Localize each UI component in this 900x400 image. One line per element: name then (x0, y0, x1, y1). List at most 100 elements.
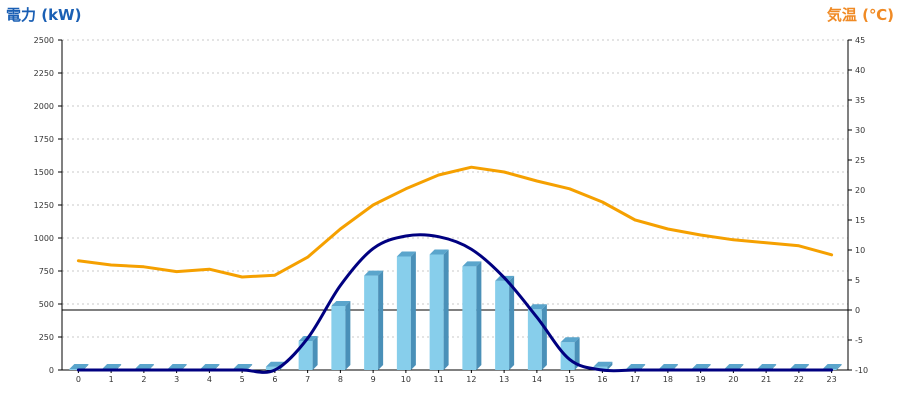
power-line (76, 233, 834, 374)
x-tick-label: 16 (597, 375, 607, 384)
x-tick-label: 19 (696, 375, 706, 384)
left-tick-label: 2250 (34, 69, 54, 78)
x-tick-label: 12 (466, 375, 476, 384)
bar-side (116, 363, 122, 370)
bar-top (200, 363, 220, 369)
x-tick-label: 8 (338, 375, 343, 384)
bar-side (738, 363, 744, 370)
x-tick-label: 18 (663, 375, 673, 384)
bar-side (705, 363, 711, 370)
left-tick-label: 1250 (34, 201, 54, 210)
right-tick-label: 5 (855, 276, 860, 285)
bar (560, 337, 580, 370)
x-tick-label: 1 (109, 375, 114, 384)
bar-side (640, 363, 646, 370)
x-tick-label: 20 (728, 375, 738, 384)
bar (462, 261, 482, 370)
bar-side (541, 304, 547, 370)
bar-front (495, 280, 510, 370)
bar-top (331, 300, 351, 306)
x-tick-label: 15 (565, 375, 575, 384)
left-tick-label: 500 (39, 300, 54, 309)
left-tick-label: 0 (49, 366, 54, 375)
right-tick-label: 45 (855, 36, 865, 45)
bar-top (658, 363, 678, 369)
bar-top (593, 361, 613, 367)
left-tick-label: 1500 (34, 168, 54, 177)
right-axis-title: 気温 (℃) (826, 6, 894, 24)
bar-side (345, 300, 351, 370)
bar-front (298, 340, 313, 370)
bar-side (476, 261, 482, 370)
temperature-line (76, 165, 834, 279)
bar-side (607, 361, 613, 370)
x-tick-label: 17 (630, 375, 640, 384)
bar-front (364, 275, 379, 370)
bar-side (214, 363, 220, 370)
bar (495, 275, 515, 370)
right-tick-label: 15 (855, 216, 865, 225)
bar-side (247, 363, 253, 370)
bar-front (69, 368, 84, 370)
bar-side (771, 363, 777, 370)
x-tick-label: 14 (532, 375, 542, 384)
left-tick-label: 2500 (34, 36, 54, 45)
bar-side (83, 363, 89, 370)
x-tick-label: 4 (207, 375, 212, 384)
bar-top (429, 249, 449, 255)
left-tick-label: 250 (39, 333, 54, 342)
bar-top (102, 363, 122, 369)
bar-front (462, 266, 477, 370)
x-tick-label: 11 (434, 375, 444, 384)
bar-top (167, 363, 187, 369)
power-bars (69, 249, 842, 370)
bar-side (803, 363, 809, 370)
right-tick-label: 30 (855, 126, 865, 135)
axes (58, 39, 852, 373)
right-tick-label: 20 (855, 186, 865, 195)
bar-side (672, 363, 678, 370)
x-tick-label: 5 (240, 375, 245, 384)
left-axis-title: 電力 (kW) (6, 6, 82, 24)
bar-front (265, 366, 280, 370)
bar-side (148, 363, 154, 370)
right-tick-label: -10 (855, 366, 868, 375)
x-tick-label: 23 (827, 375, 837, 384)
right-tick-label: 0 (855, 306, 860, 315)
bar (429, 249, 449, 370)
bar-top (134, 363, 154, 369)
bar-front (429, 254, 444, 370)
bar-top (364, 270, 384, 276)
bar-top (822, 363, 842, 369)
x-tick-label: 13 (499, 375, 509, 384)
left-tick-label: 750 (39, 267, 54, 276)
x-tick-label: 0 (76, 375, 81, 384)
bar-side (181, 363, 187, 370)
right-tick-label: 25 (855, 156, 865, 165)
bar-side (378, 270, 384, 370)
bar-top (462, 261, 482, 267)
bar-front (527, 309, 542, 370)
left-tick-label: 1750 (34, 135, 54, 144)
bar (364, 270, 384, 370)
right-tick-label: 10 (855, 246, 865, 255)
bar (527, 304, 547, 370)
bar-top (691, 363, 711, 369)
series-lines (76, 165, 834, 374)
x-tick-label: 22 (794, 375, 804, 384)
left-tick-label: 1000 (34, 234, 54, 243)
bar-top (233, 363, 253, 369)
bar-side (410, 251, 416, 370)
bar (396, 251, 416, 370)
bar-top (626, 363, 646, 369)
bar-top (69, 363, 89, 369)
gridlines (62, 39, 848, 338)
bar-top (789, 363, 809, 369)
bar-front (396, 256, 411, 370)
bar (331, 300, 351, 370)
x-tick-label: 10 (401, 375, 411, 384)
x-tick-label: 21 (761, 375, 771, 384)
bar-side (574, 337, 580, 370)
bar-top (396, 251, 416, 257)
